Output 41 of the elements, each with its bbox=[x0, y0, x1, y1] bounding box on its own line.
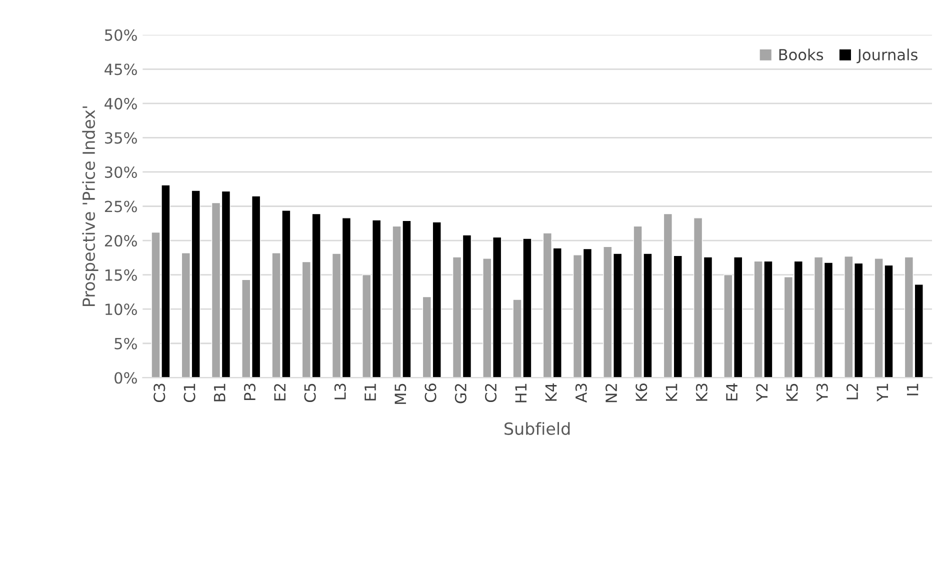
x-tick-label: C3 bbox=[154, 384, 166, 402]
x-tick-label: K5 bbox=[786, 384, 798, 401]
x-tick-label: K1 bbox=[666, 384, 678, 401]
y-tick-label: 20% bbox=[104, 235, 137, 247]
legend-label: Journals bbox=[856, 48, 918, 64]
x-tick-label: B1 bbox=[214, 384, 226, 402]
x-tick-label: Y3 bbox=[816, 384, 828, 402]
x-tick-label: M5 bbox=[394, 384, 406, 404]
y-tick-label: 35% bbox=[104, 132, 137, 144]
x-tick-label: C1 bbox=[184, 384, 196, 402]
x-tick-label: C2 bbox=[485, 384, 497, 402]
x-axis-title: Subfield bbox=[504, 422, 570, 435]
x-tick-label: A3 bbox=[575, 384, 587, 403]
x-tick-label: C6 bbox=[424, 383, 436, 402]
x-tick-label: E1 bbox=[364, 384, 376, 400]
x-tick-label: H1 bbox=[515, 384, 526, 402]
legend-label: Books bbox=[779, 48, 824, 60]
x-tick-label: C5 bbox=[304, 384, 316, 402]
y-tick-label: 25% bbox=[104, 200, 137, 212]
x-tick-label: E2 bbox=[274, 384, 286, 400]
x-tick-label: K4 bbox=[545, 383, 557, 401]
x-tick-label: L3 bbox=[334, 384, 346, 400]
y-tick-label: 10% bbox=[106, 304, 137, 316]
x-tick-label: Y1 bbox=[876, 384, 888, 402]
y-tick-label: 45% bbox=[104, 64, 137, 76]
x-tick-label: K6 bbox=[636, 383, 648, 401]
y-tick-label: 40% bbox=[104, 98, 137, 110]
y-axis-title: Prospective 'Price Index' bbox=[82, 106, 98, 306]
x-tick-label: L2 bbox=[846, 384, 858, 400]
y-tick-label: 50% bbox=[105, 29, 137, 41]
y-tick-label: 15% bbox=[106, 269, 137, 281]
x-tick-label: N2 bbox=[606, 384, 617, 402]
y-tick-label: 5% bbox=[114, 338, 137, 350]
x-tick-label: E4 bbox=[726, 383, 738, 400]
x-tick-label: P3 bbox=[244, 384, 256, 400]
x-tick-label: K3 bbox=[696, 384, 708, 401]
y-tick-label: 0% bbox=[114, 372, 137, 384]
y-tick-label: 30% bbox=[104, 166, 137, 178]
x-tick-label: I1 bbox=[906, 384, 918, 396]
x-tick-label: G2 bbox=[454, 384, 466, 404]
x-tick-label: Y2 bbox=[756, 384, 768, 402]
